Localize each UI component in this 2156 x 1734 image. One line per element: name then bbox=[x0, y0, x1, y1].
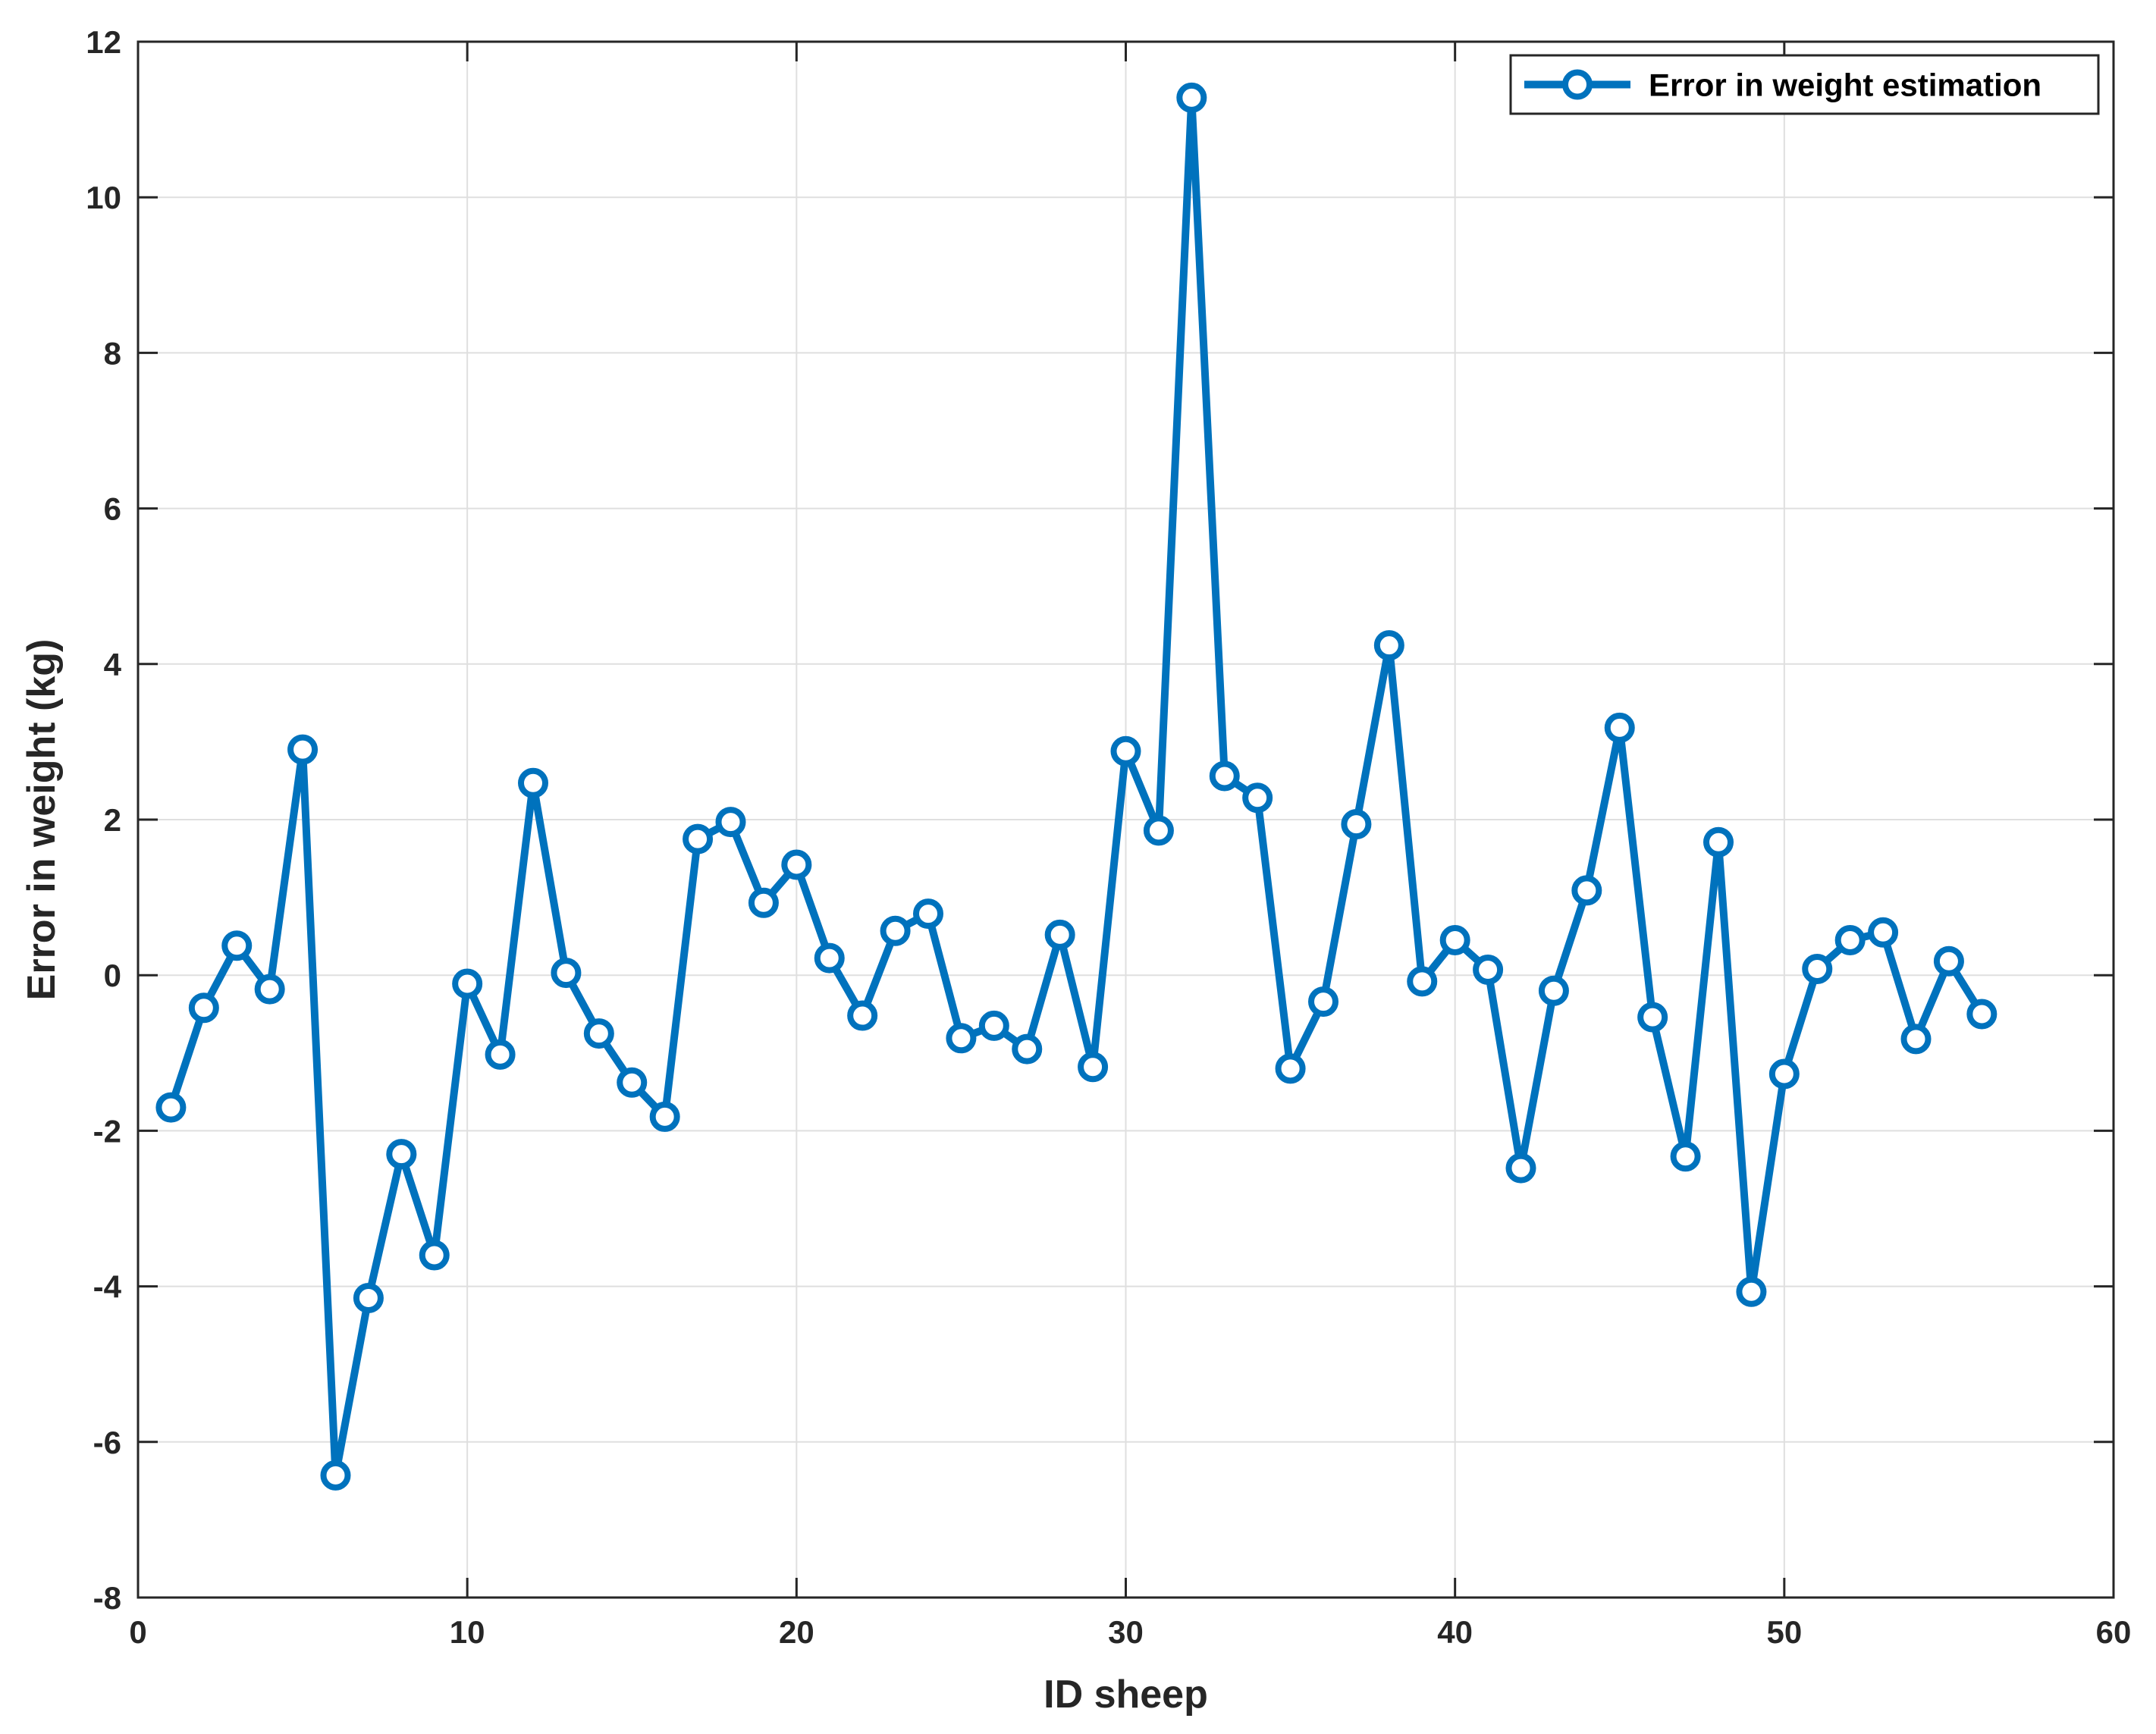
data-point bbox=[1868, 917, 1899, 948]
data-point bbox=[1242, 782, 1273, 814]
tick-labels: 0 10 20 30 40 50 60 -8 -6 -4 -2 0 2 4 6 8 10 12 bbox=[86, 24, 2131, 1650]
data-series bbox=[155, 82, 1998, 1491]
data-point bbox=[254, 974, 285, 1005]
data-point bbox=[1900, 1024, 1932, 1055]
data-point bbox=[1275, 1053, 1306, 1084]
data-point bbox=[1143, 815, 1174, 846]
data-point bbox=[1209, 760, 1240, 792]
x-tick-label: 10 bbox=[450, 1614, 485, 1650]
x-tick-label: 0 bbox=[129, 1614, 146, 1650]
data-point bbox=[1670, 1141, 1701, 1172]
legend-label: Error in weight estimation bbox=[1649, 67, 2041, 103]
data-point bbox=[649, 1101, 680, 1132]
legend: Error in weight estimation bbox=[1509, 54, 2100, 115]
data-point bbox=[946, 1023, 977, 1054]
axis-ticks bbox=[137, 40, 2115, 1599]
data-point bbox=[1044, 919, 1075, 950]
y-tick-label: 6 bbox=[104, 491, 121, 527]
data-point bbox=[386, 1139, 417, 1170]
y-tick-label: -4 bbox=[93, 1269, 122, 1305]
data-point bbox=[617, 1067, 648, 1098]
data-point bbox=[1308, 986, 1338, 1018]
y-tick-label: 8 bbox=[104, 335, 121, 371]
x-tick-label: 60 bbox=[2096, 1614, 2132, 1650]
data-point bbox=[1341, 809, 1372, 840]
data-point bbox=[715, 807, 746, 838]
data-point bbox=[583, 1018, 614, 1049]
data-point bbox=[155, 1092, 187, 1123]
data-point bbox=[452, 968, 483, 999]
data-point bbox=[419, 1240, 450, 1271]
data-point bbox=[1439, 925, 1470, 956]
data-point bbox=[1538, 975, 1569, 1006]
data-point bbox=[913, 898, 943, 930]
y-axis-label: Error in weight (kg) bbox=[20, 639, 64, 1001]
y-tick-label: -8 bbox=[93, 1580, 121, 1616]
y-tick-label: 4 bbox=[104, 647, 122, 682]
data-point bbox=[1834, 925, 1866, 956]
x-tick-label: 50 bbox=[1766, 1614, 1802, 1650]
data-point bbox=[683, 823, 714, 854]
legend-marker bbox=[1562, 69, 1593, 100]
data-point bbox=[221, 930, 253, 961]
data-point bbox=[353, 1282, 384, 1313]
x-tick-label: 40 bbox=[1437, 1614, 1473, 1650]
data-point bbox=[1768, 1058, 1800, 1090]
data-point bbox=[1505, 1152, 1536, 1184]
y-tick-label: -2 bbox=[93, 1113, 121, 1149]
data-point bbox=[1802, 953, 1833, 984]
data-point bbox=[518, 767, 548, 798]
data-point bbox=[1933, 945, 1964, 977]
data-point bbox=[1473, 955, 1504, 986]
data-point bbox=[781, 849, 812, 880]
data-point bbox=[188, 992, 219, 1024]
y-tick-label: 10 bbox=[86, 180, 121, 215]
data-point bbox=[287, 734, 319, 765]
data-point bbox=[1966, 999, 1998, 1030]
data-point bbox=[748, 887, 779, 918]
data-point bbox=[1078, 1052, 1109, 1083]
data-point bbox=[1110, 735, 1141, 767]
y-tick-label: 0 bbox=[104, 958, 121, 993]
x-tick-label: 30 bbox=[1108, 1614, 1144, 1650]
x-axis-label: ID sheep bbox=[1043, 1673, 1208, 1717]
data-point bbox=[485, 1039, 516, 1070]
data-point bbox=[1176, 82, 1207, 113]
data-point bbox=[551, 958, 582, 989]
data-point bbox=[847, 1000, 878, 1031]
data-point bbox=[1736, 1276, 1767, 1307]
data-point bbox=[880, 915, 911, 946]
data-point bbox=[814, 942, 845, 974]
data-point bbox=[320, 1460, 351, 1491]
y-tick-label: 2 bbox=[104, 802, 121, 838]
data-point bbox=[1703, 826, 1734, 858]
data-point bbox=[1604, 712, 1635, 743]
data-point bbox=[1373, 630, 1404, 661]
data-point bbox=[1571, 875, 1602, 906]
data-point bbox=[1012, 1033, 1043, 1065]
data-point bbox=[1637, 1002, 1668, 1033]
y-tick-label: 12 bbox=[86, 24, 121, 60]
data-point bbox=[1407, 966, 1438, 997]
y-tick-label: -6 bbox=[93, 1425, 121, 1460]
data-point bbox=[978, 1010, 1009, 1041]
x-tick-label: 20 bbox=[779, 1614, 814, 1650]
